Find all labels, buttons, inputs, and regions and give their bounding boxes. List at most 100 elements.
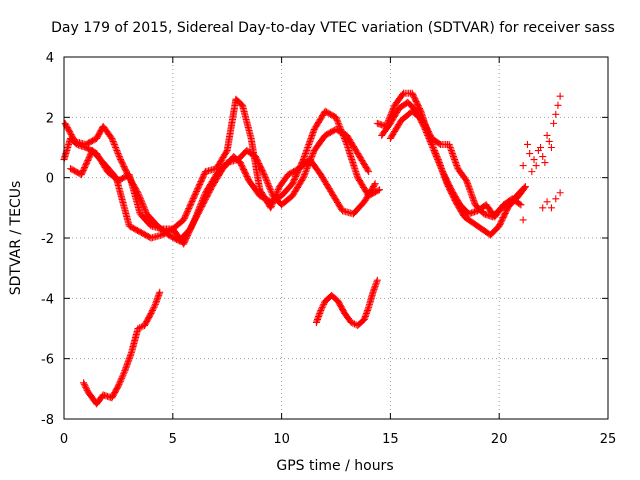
data-point-fill bbox=[432, 153, 440, 161]
data-point-fill bbox=[118, 374, 126, 382]
data-point-fill bbox=[334, 118, 342, 126]
data-point-fill bbox=[265, 181, 273, 189]
data-point-fill bbox=[437, 165, 445, 173]
x-tick-label: 15 bbox=[382, 432, 399, 447]
data-point-fill bbox=[108, 136, 116, 144]
data-point-fill bbox=[197, 199, 205, 207]
data-point-fill bbox=[200, 192, 208, 200]
data-point-fill bbox=[428, 142, 436, 150]
data-point-fill bbox=[437, 163, 445, 171]
data-point-fill bbox=[304, 162, 312, 170]
data-point-fill bbox=[135, 192, 143, 200]
data-point-fill bbox=[374, 186, 382, 194]
data-point-fill bbox=[304, 163, 312, 171]
data-point-fill bbox=[136, 195, 144, 203]
data-point-fill bbox=[264, 180, 272, 188]
data-point-fill bbox=[110, 139, 118, 147]
data-point-fill bbox=[261, 174, 269, 182]
data-point-fill bbox=[266, 186, 274, 194]
data-point-fill bbox=[306, 157, 314, 165]
data-point-fill bbox=[195, 205, 203, 213]
data-point-fill bbox=[305, 159, 313, 167]
data-point bbox=[532, 162, 540, 170]
data-point bbox=[556, 189, 564, 197]
data-point-fill bbox=[118, 373, 126, 381]
data-point-fill bbox=[141, 205, 149, 213]
data-point-fill bbox=[148, 306, 156, 314]
x-axis-label: GPS time / hours bbox=[276, 458, 393, 474]
data-point-fill bbox=[307, 156, 315, 164]
data-point-fill bbox=[192, 211, 200, 219]
data-point-fill bbox=[435, 159, 443, 167]
y-tick-label: -2 bbox=[41, 232, 54, 247]
data-point-fill bbox=[80, 380, 88, 388]
data-point-fill bbox=[198, 198, 206, 206]
data-point-fill bbox=[116, 154, 124, 162]
data-point-fill bbox=[136, 193, 144, 201]
y-tick-label: 2 bbox=[46, 111, 54, 126]
data-point-fill bbox=[117, 376, 125, 384]
data-point bbox=[552, 195, 560, 203]
data-point-fill bbox=[429, 144, 437, 151]
data-point bbox=[80, 379, 88, 387]
data-point-fill bbox=[109, 137, 117, 145]
data-point bbox=[134, 325, 142, 332]
data-point bbox=[526, 150, 534, 158]
data-point-fill bbox=[319, 302, 327, 310]
data-point-fill bbox=[302, 168, 310, 176]
data-point-fill bbox=[436, 162, 444, 170]
data-point-fill bbox=[120, 368, 128, 376]
data-point-fill bbox=[302, 166, 310, 174]
data-point-fill bbox=[431, 150, 439, 158]
data-point-fill bbox=[148, 308, 156, 316]
data-point-fill bbox=[141, 207, 149, 215]
data-point-fill bbox=[116, 379, 124, 387]
data-point-fill bbox=[318, 303, 326, 311]
data-point-fill bbox=[268, 189, 276, 197]
data-point-fill bbox=[195, 204, 203, 212]
data-point-fill bbox=[113, 148, 121, 156]
data-point-fill bbox=[115, 151, 123, 159]
data-point-fill bbox=[431, 148, 439, 156]
data-point-fill bbox=[333, 115, 341, 123]
data-point-fill bbox=[262, 175, 270, 183]
x-tick-label: 0 bbox=[60, 432, 68, 447]
data-point-fill bbox=[115, 380, 123, 388]
data-point bbox=[550, 119, 558, 127]
data-point-fill bbox=[115, 153, 123, 161]
data-point-fill bbox=[263, 177, 271, 185]
data-point bbox=[317, 306, 325, 314]
data-point-fill bbox=[149, 305, 157, 313]
data-point-fill bbox=[190, 217, 198, 225]
data-point-fill bbox=[520, 184, 528, 192]
data-point-fill bbox=[370, 181, 378, 189]
chart-title: Day 179 of 2015, Sidereal Day-to-day VTE… bbox=[51, 20, 615, 36]
data-point-fill bbox=[82, 383, 90, 391]
data-point-fill bbox=[308, 153, 316, 161]
data-point-fill bbox=[299, 157, 307, 165]
data-point-fill bbox=[303, 165, 311, 173]
data-point-fill bbox=[151, 302, 159, 310]
data-point-fill bbox=[140, 204, 148, 212]
data-point bbox=[528, 168, 536, 176]
data-point-fill bbox=[265, 183, 273, 191]
data-point-fill bbox=[113, 147, 121, 155]
data-point bbox=[523, 140, 531, 148]
data-point-fill bbox=[320, 300, 328, 308]
y-tick-label: 4 bbox=[46, 51, 54, 66]
x-tick-label: 20 bbox=[491, 432, 508, 447]
data-point bbox=[114, 382, 122, 390]
data-point bbox=[554, 101, 562, 109]
data-point bbox=[376, 186, 384, 194]
data-point-fill bbox=[137, 196, 145, 204]
data-point-fill bbox=[138, 199, 146, 207]
data-point-fill bbox=[309, 150, 317, 158]
data-point-fill bbox=[140, 202, 148, 210]
data-point-fill bbox=[120, 370, 128, 378]
data-point bbox=[519, 162, 527, 170]
data-point-fill bbox=[199, 195, 207, 203]
data-point-fill bbox=[82, 385, 90, 393]
data-point bbox=[373, 276, 381, 284]
data-point-fill bbox=[111, 142, 119, 150]
